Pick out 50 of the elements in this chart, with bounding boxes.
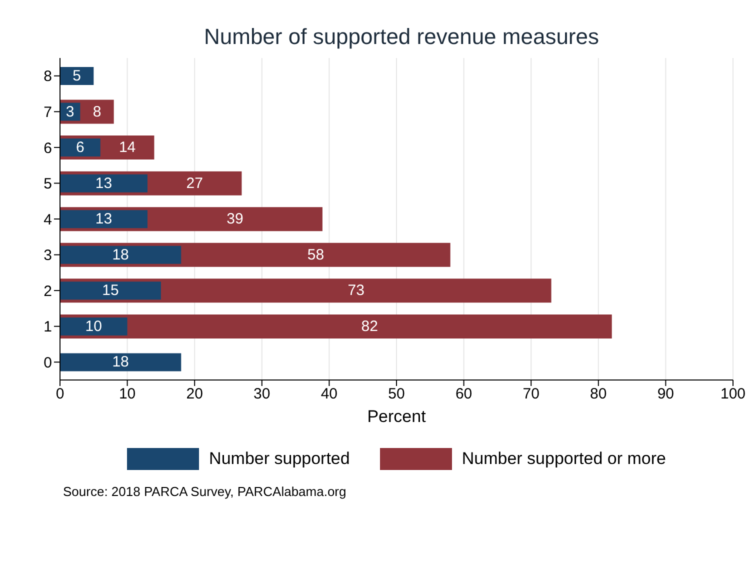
legend-label: Number supported or more [462,449,666,469]
data-label: 13 [95,174,112,192]
x-tick-label: 30 [254,386,270,403]
x-tick-label: 60 [455,386,472,403]
y-tick-label: 3 [44,247,52,264]
data-label: 14 [118,139,136,156]
bar [60,174,148,192]
x-tick-label: 50 [388,386,405,403]
y-tick-label: 0 [44,354,52,372]
bar [60,317,128,336]
data-label: 27 [186,174,203,192]
bar [60,210,148,228]
data-label: 73 [348,282,364,300]
x-tick-label: 90 [657,386,674,403]
y-tick-label: 5 [44,176,52,193]
y-tick-label: 4 [44,211,52,228]
data-label: 15 [102,282,119,300]
source-note: Source: 2018 PARCA Survey, PARCAlabama.org [62,484,348,499]
data-label: 82 [361,318,378,335]
x-tick-label: 40 [320,386,338,403]
x-tick-label: 20 [186,386,203,403]
bar [60,138,100,157]
x-tick-label: 10 [118,386,136,403]
data-label: 3 [66,103,74,120]
y-tick-label: 6 [44,140,52,157]
bar [60,282,161,300]
data-label: 18 [112,354,129,371]
bar [60,314,612,338]
y-tick-label: 1 [44,318,52,336]
data-label: 10 [85,318,102,335]
data-label: 8 [92,103,102,120]
x-tick-label: 100 [720,386,746,403]
data-label: 13 [95,210,112,228]
legend-label: Number supported [209,449,350,469]
y-tick-label: 2 [44,282,52,300]
x-tick-label: 0 [56,386,64,403]
x-tick-label: 70 [522,386,540,403]
bar [60,246,182,264]
data-label: 5 [72,68,81,84]
data-label: 18 [112,246,129,264]
data-label: 58 [307,246,324,264]
y-tick-label: 7 [44,104,52,121]
x-tick-label: 80 [590,386,607,403]
bar [60,353,182,372]
x-axis-title: Percent [367,407,426,426]
bar [60,67,94,85]
data-label: 6 [76,139,84,156]
chart-title: Number of supported revenue measures [203,24,600,50]
y-tick-label: 8 [44,68,52,86]
data-label: 39 [226,210,244,228]
